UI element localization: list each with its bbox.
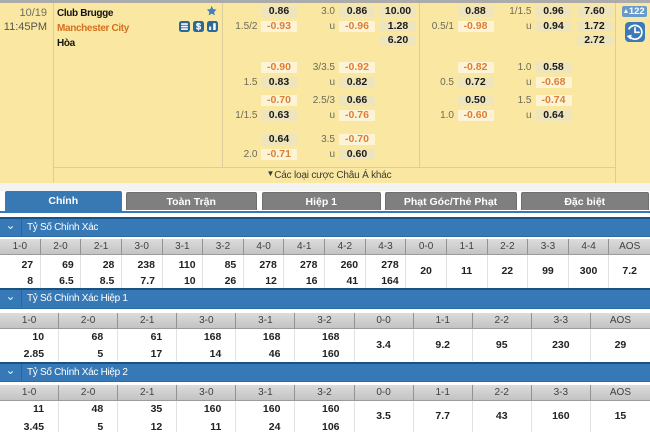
svg-text:$: $ bbox=[196, 22, 201, 32]
